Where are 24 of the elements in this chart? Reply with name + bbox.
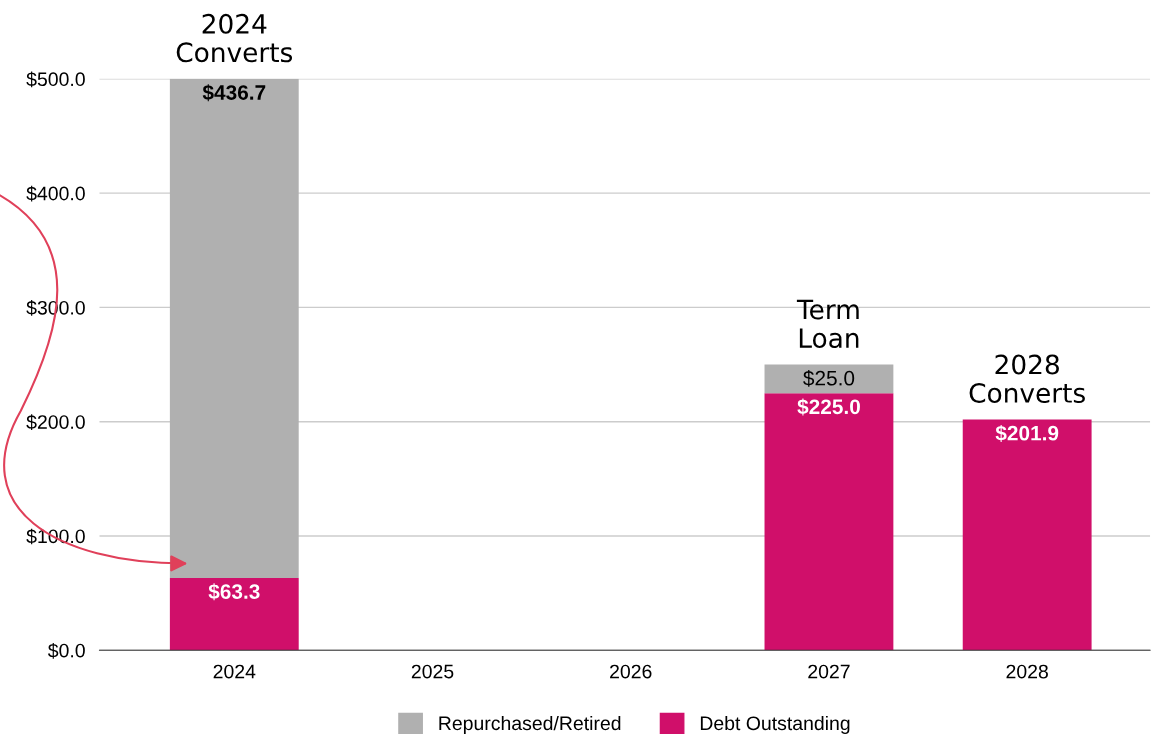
bar xyxy=(764,393,894,651)
annotation: 2024 Converts xyxy=(176,13,293,63)
x-tick-label: 2027 xyxy=(808,664,850,679)
y-tick-label: $200.0 xyxy=(26,414,85,431)
x-tick-label: 2026 xyxy=(610,664,652,679)
data-label: $225.0 xyxy=(797,398,860,416)
data-label: $436.7 xyxy=(202,84,266,102)
annotation: Term Loan xyxy=(796,299,859,349)
data-label: $63.3 xyxy=(208,583,260,601)
y-tick-label: $400.0 xyxy=(26,185,85,202)
x-tick-label: 2025 xyxy=(411,664,454,679)
y-tick-label: $0.0 xyxy=(47,642,85,659)
annotation: 2028 Converts xyxy=(969,354,1085,403)
data-label: $201.9 xyxy=(995,424,1059,442)
bar xyxy=(169,577,299,651)
legend-label: Repurchased/Retired xyxy=(439,715,621,735)
data-label: $25.0 xyxy=(803,369,855,387)
bar xyxy=(764,364,894,394)
x-tick-label: 2028 xyxy=(1006,664,1048,679)
y-tick-label: $500.0 xyxy=(26,71,85,88)
legend-label: Debt Outstanding xyxy=(700,715,850,735)
bar xyxy=(962,419,1092,651)
x-tick-label: 2024 xyxy=(213,664,256,679)
bar xyxy=(169,78,299,578)
